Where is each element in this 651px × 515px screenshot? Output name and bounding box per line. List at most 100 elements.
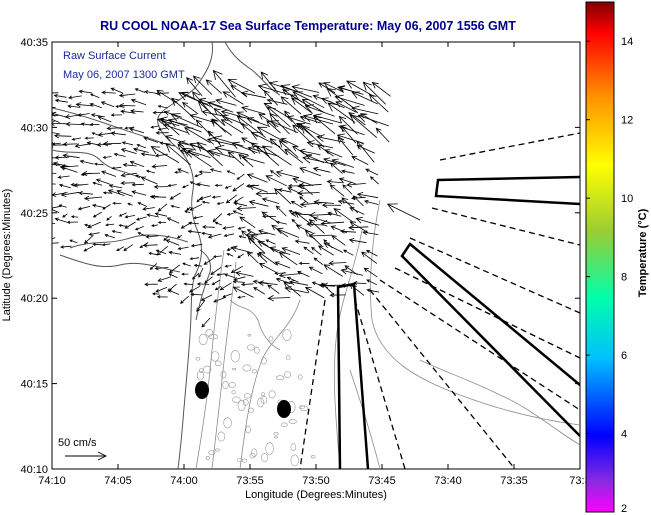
current-vector (323, 264, 343, 277)
contour-speck (243, 393, 252, 399)
current-vector (346, 80, 375, 97)
current-vector (170, 204, 180, 209)
current-vector (211, 195, 221, 199)
current-vector (129, 160, 145, 168)
current-vector (132, 147, 149, 153)
x-tick-label: 73:45 (368, 475, 396, 487)
current-vector (60, 191, 80, 197)
current-vector (124, 126, 135, 130)
current-vector (261, 211, 279, 223)
current-vector (362, 230, 379, 236)
current-vector (190, 243, 203, 248)
current-vector (340, 229, 356, 234)
current-vector (88, 232, 100, 236)
current-vector (226, 212, 234, 216)
x-tick-label: 73:35 (500, 475, 528, 487)
current-vector (316, 134, 346, 143)
current-vector (257, 229, 276, 236)
current-vector (210, 119, 232, 136)
contour-speck (257, 397, 264, 408)
current-vector (188, 285, 200, 293)
current-vector (352, 195, 364, 207)
current-vector (286, 115, 311, 125)
current-vector (202, 225, 215, 229)
current-vector (241, 137, 259, 148)
current-vector (70, 215, 79, 219)
current-vector (111, 230, 122, 234)
contour-speck (245, 425, 251, 434)
contour-speck (273, 432, 279, 436)
current-vector (181, 184, 189, 188)
current-vector (212, 135, 244, 147)
current-vector (348, 238, 367, 244)
contour-speck (260, 392, 266, 397)
x-axis-label: Longitude (Degrees:Minutes) (245, 489, 387, 501)
current-vector (201, 317, 211, 328)
current-vector (52, 183, 56, 185)
current-vector (240, 90, 266, 99)
current-vector (189, 181, 199, 186)
current-vector (313, 115, 336, 135)
current-vector (142, 206, 155, 211)
current-vector (159, 141, 171, 145)
current-vector (330, 162, 343, 174)
current-vector (155, 249, 167, 255)
current-vector (83, 234, 94, 244)
current-vector (237, 253, 244, 259)
current-vector (236, 173, 245, 180)
current-vector (260, 71, 278, 93)
current-vector (222, 226, 235, 230)
current-vector (184, 127, 211, 144)
current-vector (220, 119, 244, 134)
current-vector (333, 208, 354, 223)
current-vector (308, 211, 333, 219)
current-vector (110, 131, 126, 136)
current-vector (224, 264, 232, 268)
current-vector (230, 265, 243, 274)
current-vector (194, 173, 203, 178)
contour-speck (214, 360, 222, 366)
current-vector (323, 242, 343, 253)
current-vector (124, 215, 136, 219)
current-vector (155, 287, 168, 293)
current-vector (224, 185, 232, 189)
current-vector (266, 98, 288, 105)
current-vector (183, 282, 194, 286)
current-vector (261, 145, 292, 166)
current-vector (118, 212, 127, 217)
current-vector (157, 105, 168, 109)
contour-speck (195, 357, 201, 361)
current-vector (207, 101, 234, 113)
current-vector (79, 159, 94, 165)
current-vector (291, 218, 300, 228)
current-vector (246, 173, 268, 183)
current-vector (269, 137, 288, 155)
coastline (52, 42, 281, 469)
current-vector (212, 213, 223, 223)
current-vector (163, 235, 170, 241)
contour-speck (276, 375, 285, 381)
contour-speck (261, 453, 269, 462)
current-vector (271, 224, 289, 238)
current-vector (189, 203, 203, 211)
current-vector (140, 176, 158, 185)
current-vector (59, 165, 78, 173)
current-vector (269, 246, 291, 255)
current-vector (157, 276, 172, 282)
current-vector (232, 286, 254, 298)
current-vector (321, 202, 342, 208)
current-vector (95, 178, 111, 185)
current-vector (280, 96, 302, 115)
x-tick-label: 73:50 (302, 475, 330, 487)
x-tick-label: 73:3 (569, 475, 590, 487)
y-tick-label: 40:35 (20, 37, 48, 49)
current-vector (58, 183, 72, 189)
current-vector (215, 98, 237, 106)
scale-arrow (65, 451, 108, 461)
current-vector (146, 213, 159, 218)
current-vector (286, 276, 299, 283)
current-vector (198, 195, 212, 201)
y-axis-ticks: 40:35 40:30 40:25 40:20 40:15 40:10 (20, 37, 580, 476)
current-vector (239, 216, 256, 229)
current-vector (171, 97, 194, 118)
